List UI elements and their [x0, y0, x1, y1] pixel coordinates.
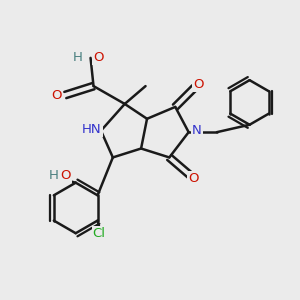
Text: H: H: [73, 51, 83, 64]
Text: N: N: [192, 124, 202, 137]
Text: H: H: [49, 169, 59, 182]
Text: O: O: [52, 88, 62, 101]
Text: HN: HN: [82, 123, 102, 136]
Text: Cl: Cl: [93, 226, 106, 240]
Text: O: O: [193, 77, 203, 91]
Text: O: O: [61, 169, 71, 182]
Text: O: O: [93, 51, 104, 64]
Text: O: O: [188, 172, 199, 185]
